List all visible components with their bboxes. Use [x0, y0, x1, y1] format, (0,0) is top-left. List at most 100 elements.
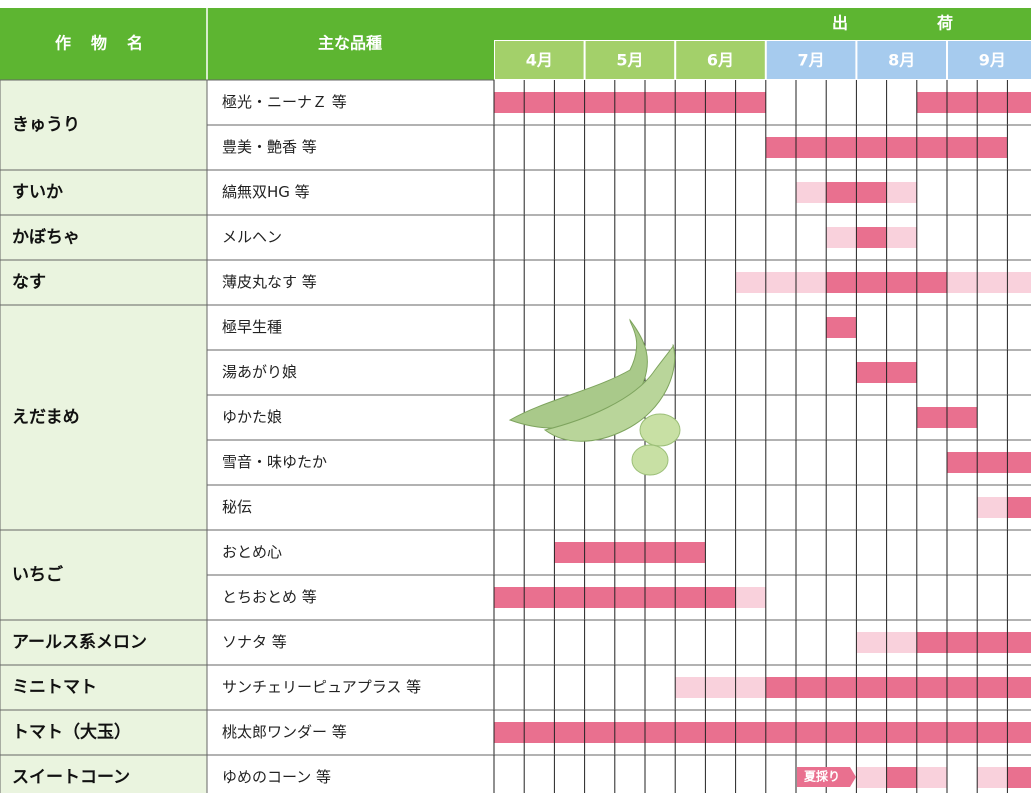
shipping-slot: [856, 137, 887, 158]
shipping-slot: [675, 92, 706, 113]
shipping-slot: [554, 767, 584, 788]
header-crop: 作 物 名: [55, 34, 145, 53]
shipping-slot: [554, 587, 585, 608]
variety-cell: [206, 664, 495, 711]
month-label: 7月: [798, 51, 825, 70]
shipping-slot: [645, 182, 675, 203]
shipping-slot: [977, 137, 1008, 158]
shipping-slot: [615, 137, 645, 158]
shipping-slot: [554, 542, 585, 563]
variety-name: ソナタ 等: [222, 633, 287, 651]
shipping-slot: [886, 677, 917, 698]
shipping-slot: [947, 722, 978, 743]
shipping-slot: [675, 587, 706, 608]
shipping-slot: [645, 227, 675, 248]
shipping-slot: [916, 92, 947, 113]
shipping-slot: [645, 632, 675, 653]
shipping-slot: [796, 182, 827, 203]
shipping-slot: [1007, 452, 1031, 473]
shipping-slot: [947, 767, 977, 788]
shipping-slot: [494, 767, 524, 788]
shipping-slot: [1007, 677, 1031, 698]
shipping-slot: [917, 542, 947, 563]
shipping-slot: [765, 137, 796, 158]
shipping-slot: [585, 767, 615, 788]
shipping-slot: [977, 317, 1007, 338]
crop-name: スイートコーン: [12, 768, 130, 788]
shipping-slot: [524, 677, 554, 698]
shipping-slot: [705, 362, 735, 383]
shipping-slot: [826, 677, 857, 698]
shipping-slot: [585, 452, 615, 473]
shipping-slot: [554, 632, 584, 653]
shipping-slot: [1007, 632, 1031, 653]
shipping-slot: [917, 182, 947, 203]
shipping-slot: [494, 227, 524, 248]
shipping-slot: [796, 272, 827, 293]
crop-cell: [0, 259, 208, 306]
shipping-slot: [765, 272, 796, 293]
shipping-slot: [675, 767, 705, 788]
shipping-slot: [977, 452, 1008, 473]
shipping-slot: [645, 92, 676, 113]
shipping-slot: [977, 407, 1007, 428]
shipping-slot: [645, 587, 676, 608]
shipping-slot: [796, 137, 827, 158]
shipping-slot: [585, 182, 615, 203]
crop-cell: [0, 169, 208, 216]
variety-cell: [206, 304, 495, 351]
crop-name: いちご: [12, 564, 64, 585]
shipping-slot: [826, 317, 857, 338]
shipping-slot: [494, 587, 525, 608]
shipping-slot: [856, 92, 886, 113]
shipping-slot: [675, 677, 706, 698]
shipping-slot: [1007, 317, 1031, 338]
shipping-slot: [705, 92, 736, 113]
shipping-slot: [796, 362, 826, 383]
shipping-slot: [856, 542, 886, 563]
variety-name: サンチェリーピュアプラス 等: [222, 678, 421, 696]
shipping-slot: [947, 92, 978, 113]
shipping-slot: [705, 587, 736, 608]
header-bg: [0, 8, 494, 80]
variety-name: ゆめのコーン 等: [222, 768, 331, 786]
month-cell: [585, 41, 675, 79]
shipping-slot: [645, 137, 675, 158]
shipping-slot: [977, 767, 1008, 788]
shipping-slot: [947, 227, 977, 248]
shipping-slot: [947, 317, 977, 338]
shipping-slot: [796, 227, 826, 248]
shipping-slot: [735, 677, 766, 698]
shipping-slot: [916, 272, 947, 293]
shipping-slot: [766, 362, 796, 383]
shipping-slot: [675, 317, 705, 338]
month-label: 8月: [888, 51, 915, 70]
shipping-slot: [796, 722, 827, 743]
shipping-slot: [675, 497, 705, 518]
variety-name: 湯あがり娘: [222, 363, 297, 381]
shipping-slot: [916, 137, 947, 158]
shipping-slot: [856, 407, 886, 428]
variety-cell: [206, 214, 495, 261]
shipping-slot: [796, 632, 826, 653]
shipping-slot: [916, 722, 947, 743]
shipping-slot: [766, 497, 796, 518]
shipping-slot: [585, 677, 615, 698]
shipping-slot: [585, 272, 615, 293]
variety-cell: [206, 529, 495, 576]
shipping-slot: [766, 227, 796, 248]
variety-name: 雪音・味ゆたか: [222, 453, 327, 471]
shipping-slot: [826, 497, 856, 518]
shipping-slot: [1007, 182, 1031, 203]
shipping-slot: [554, 362, 584, 383]
shipping-slot: [856, 722, 887, 743]
shipping-slot: [1007, 92, 1031, 113]
crop-cell: [0, 754, 208, 793]
shipping-slot: [1007, 542, 1031, 563]
shipping-slot: [856, 632, 887, 653]
variety-cell: [206, 484, 495, 531]
shipping-slot: [735, 272, 766, 293]
shipping-slot: [886, 272, 917, 293]
variety-cell: [206, 169, 495, 216]
